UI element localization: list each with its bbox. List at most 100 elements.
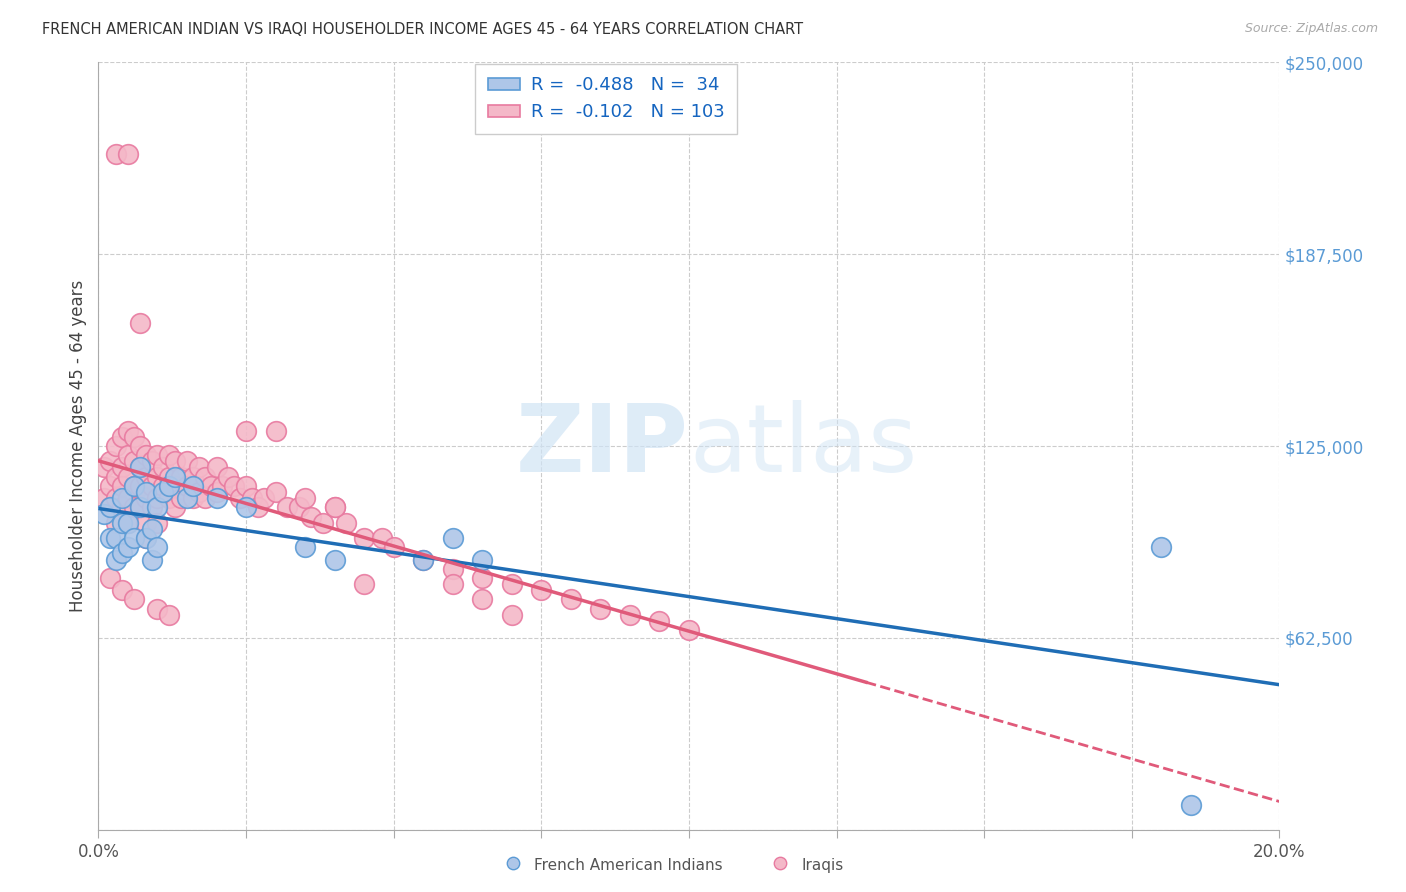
- Text: French American Indians: French American Indians: [534, 858, 723, 872]
- Point: [312, 516, 335, 530]
- Point: [117, 541, 139, 555]
- Point: [146, 516, 169, 530]
- Point: [128, 479, 150, 493]
- Text: atlas: atlas: [689, 400, 917, 492]
- Point: [323, 500, 346, 515]
- Point: [117, 469, 139, 483]
- Y-axis label: Householder Income Ages 45 - 64 years: Householder Income Ages 45 - 64 years: [69, 280, 87, 612]
- Point: [165, 500, 187, 515]
- Point: [1150, 541, 1173, 555]
- Point: [105, 147, 128, 161]
- Point: [253, 491, 276, 505]
- Point: [146, 500, 169, 515]
- Point: [157, 491, 180, 505]
- Point: [135, 448, 157, 462]
- Point: [471, 571, 494, 585]
- Point: [157, 448, 180, 462]
- Point: [299, 509, 322, 524]
- Point: [122, 500, 145, 515]
- Point: [294, 491, 316, 505]
- Point: [240, 491, 263, 505]
- Legend: R =  -0.488   N =  34, R =  -0.102   N = 103: R = -0.488 N = 34, R = -0.102 N = 103: [475, 64, 738, 134]
- Point: [200, 479, 222, 493]
- Point: [471, 592, 494, 607]
- Point: [105, 439, 128, 453]
- Point: [141, 454, 163, 468]
- Point: [323, 500, 346, 515]
- Point: [181, 469, 204, 483]
- Point: [98, 571, 121, 585]
- Point: [235, 479, 257, 493]
- Point: [235, 424, 257, 438]
- Point: [117, 147, 139, 161]
- Point: [648, 614, 671, 628]
- Point: [111, 430, 134, 444]
- Point: [141, 479, 163, 493]
- Point: [181, 479, 204, 493]
- Point: [122, 454, 145, 468]
- Point: [111, 500, 134, 515]
- Point: [382, 541, 405, 555]
- Point: [111, 479, 134, 493]
- Point: [501, 577, 523, 591]
- Point: [412, 552, 434, 566]
- Point: [441, 577, 464, 591]
- Point: [146, 491, 169, 505]
- Point: [1180, 797, 1202, 812]
- Point: [170, 469, 193, 483]
- Point: [122, 592, 145, 607]
- Point: [141, 522, 163, 536]
- Point: [176, 491, 198, 505]
- Point: [264, 485, 287, 500]
- Point: [678, 623, 700, 637]
- Point: [141, 552, 163, 566]
- Point: [135, 531, 157, 545]
- Point: [122, 430, 145, 444]
- Point: [128, 439, 150, 453]
- Point: [152, 460, 174, 475]
- Point: [157, 469, 180, 483]
- Point: [353, 577, 375, 591]
- Point: [229, 491, 252, 505]
- Text: FRENCH AMERICAN INDIAN VS IRAQI HOUSEHOLDER INCOME AGES 45 - 64 YEARS CORRELATIO: FRENCH AMERICAN INDIAN VS IRAQI HOUSEHOL…: [42, 22, 803, 37]
- Point: [294, 541, 316, 555]
- Point: [157, 479, 180, 493]
- Point: [441, 562, 464, 576]
- Point: [323, 552, 346, 566]
- Point: [146, 601, 169, 615]
- Point: [111, 546, 134, 560]
- Point: [276, 500, 298, 515]
- Point: [165, 454, 187, 468]
- Point: [98, 500, 121, 515]
- Text: ZIP: ZIP: [516, 400, 689, 492]
- Point: [205, 485, 228, 500]
- Point: [105, 469, 128, 483]
- Point: [371, 531, 394, 545]
- Point: [194, 469, 217, 483]
- Point: [235, 500, 257, 515]
- Point: [122, 479, 145, 493]
- Point: [98, 454, 121, 468]
- Point: [335, 516, 357, 530]
- Point: [117, 424, 139, 438]
- Point: [146, 448, 169, 462]
- Point: [98, 500, 121, 515]
- Point: [205, 491, 228, 505]
- Point: [141, 500, 163, 515]
- Point: [128, 460, 150, 475]
- Point: [146, 469, 169, 483]
- Point: [152, 479, 174, 493]
- Point: [530, 583, 553, 598]
- Point: [412, 552, 434, 566]
- Point: [501, 607, 523, 622]
- Point: [122, 531, 145, 545]
- Point: [117, 491, 139, 505]
- Point: [560, 592, 582, 607]
- Point: [441, 531, 464, 545]
- Point: [135, 516, 157, 530]
- Point: [117, 516, 139, 530]
- Point: [502, 855, 524, 870]
- Point: [135, 469, 157, 483]
- Text: Source: ZipAtlas.com: Source: ZipAtlas.com: [1244, 22, 1378, 36]
- Point: [176, 454, 198, 468]
